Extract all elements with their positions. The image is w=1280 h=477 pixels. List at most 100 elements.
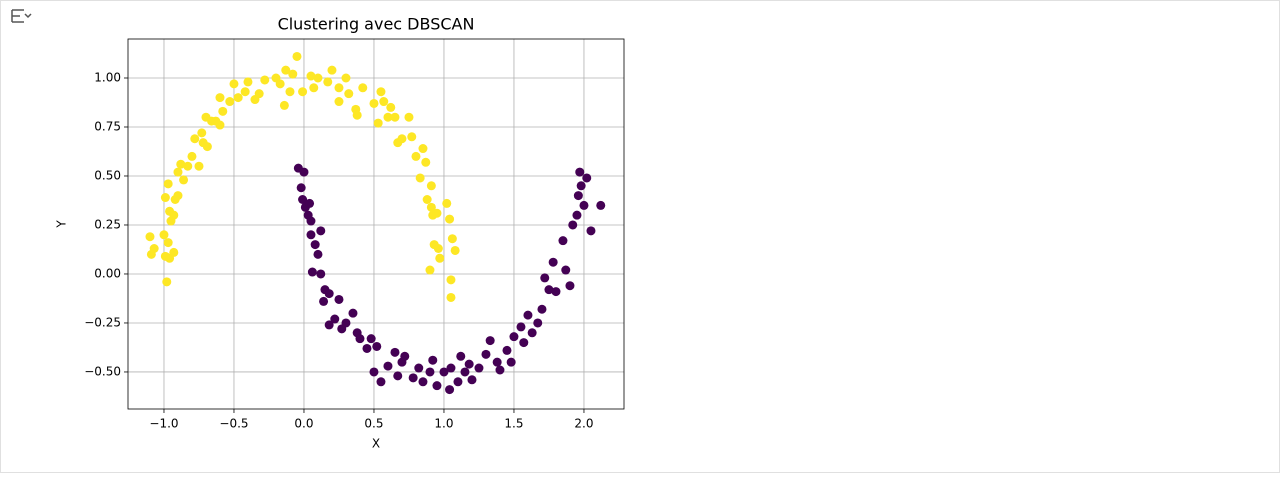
point	[176, 159, 186, 169]
point	[296, 183, 306, 193]
point	[309, 83, 319, 93]
point	[502, 345, 512, 355]
point	[159, 230, 169, 240]
point	[190, 134, 200, 144]
point	[573, 191, 583, 201]
point	[390, 112, 400, 122]
point	[579, 200, 589, 210]
point	[254, 89, 264, 99]
point	[446, 363, 456, 373]
point	[418, 144, 428, 154]
y-axis-label: Y	[55, 220, 69, 229]
point	[352, 110, 362, 120]
y-tick-label: 0.75	[94, 119, 121, 133]
point	[414, 363, 424, 373]
point	[145, 232, 155, 242]
point	[446, 275, 456, 285]
point	[432, 208, 442, 218]
point	[183, 161, 193, 171]
point	[425, 265, 435, 275]
point	[341, 318, 351, 328]
point	[527, 328, 537, 338]
point	[285, 87, 295, 97]
point	[533, 318, 543, 328]
point	[215, 120, 225, 130]
point	[323, 77, 333, 87]
point	[506, 357, 516, 367]
point	[551, 287, 561, 297]
point	[149, 243, 159, 253]
point	[187, 151, 197, 161]
point	[544, 285, 554, 295]
point	[316, 226, 326, 236]
point	[173, 167, 183, 177]
point	[369, 98, 379, 108]
point	[292, 51, 302, 61]
y-tick-label: 0.50	[94, 168, 121, 182]
point	[383, 361, 393, 371]
plot-frame	[127, 38, 625, 410]
point	[421, 157, 431, 167]
point	[324, 289, 334, 299]
x-tick-label: 2.0	[574, 417, 593, 431]
point	[432, 381, 442, 391]
point	[299, 167, 309, 177]
point	[575, 167, 585, 177]
point	[442, 198, 452, 208]
point	[582, 173, 592, 183]
point	[445, 214, 455, 224]
point	[240, 87, 250, 97]
point	[169, 247, 179, 257]
x-tick-label: 0.0	[294, 417, 313, 431]
point	[558, 236, 568, 246]
point	[330, 314, 340, 324]
point	[418, 377, 428, 387]
point	[348, 308, 358, 318]
point	[586, 226, 596, 236]
point	[194, 161, 204, 171]
point	[425, 367, 435, 377]
x-tick-label: −1.0	[149, 417, 178, 431]
point	[519, 338, 529, 348]
point	[260, 75, 270, 85]
point	[202, 142, 212, 152]
point	[439, 367, 449, 377]
point	[160, 193, 170, 203]
x-tick-label: 1.5	[504, 417, 523, 431]
point	[319, 296, 329, 306]
point	[408, 373, 418, 383]
point	[548, 257, 558, 267]
point	[306, 71, 316, 81]
point	[179, 175, 189, 185]
point	[460, 367, 470, 377]
point	[334, 97, 344, 107]
point	[372, 341, 382, 351]
point	[316, 269, 326, 279]
point	[540, 273, 550, 283]
point	[576, 181, 586, 191]
point	[225, 97, 235, 107]
point	[313, 73, 323, 83]
point	[298, 87, 308, 97]
point	[379, 97, 389, 107]
point	[162, 277, 172, 287]
point	[481, 349, 491, 359]
point	[415, 173, 425, 183]
point	[428, 355, 438, 365]
point	[464, 359, 474, 369]
point	[467, 375, 477, 385]
point	[369, 367, 379, 377]
x-tick-label: 1.0	[434, 417, 453, 431]
point	[288, 69, 298, 79]
point	[334, 83, 344, 93]
point	[243, 77, 253, 87]
point	[561, 265, 571, 275]
point	[163, 238, 173, 248]
output-menu-icon[interactable]	[11, 9, 32, 23]
point	[173, 191, 183, 201]
point	[376, 87, 386, 97]
point	[393, 371, 403, 381]
point	[229, 79, 239, 89]
